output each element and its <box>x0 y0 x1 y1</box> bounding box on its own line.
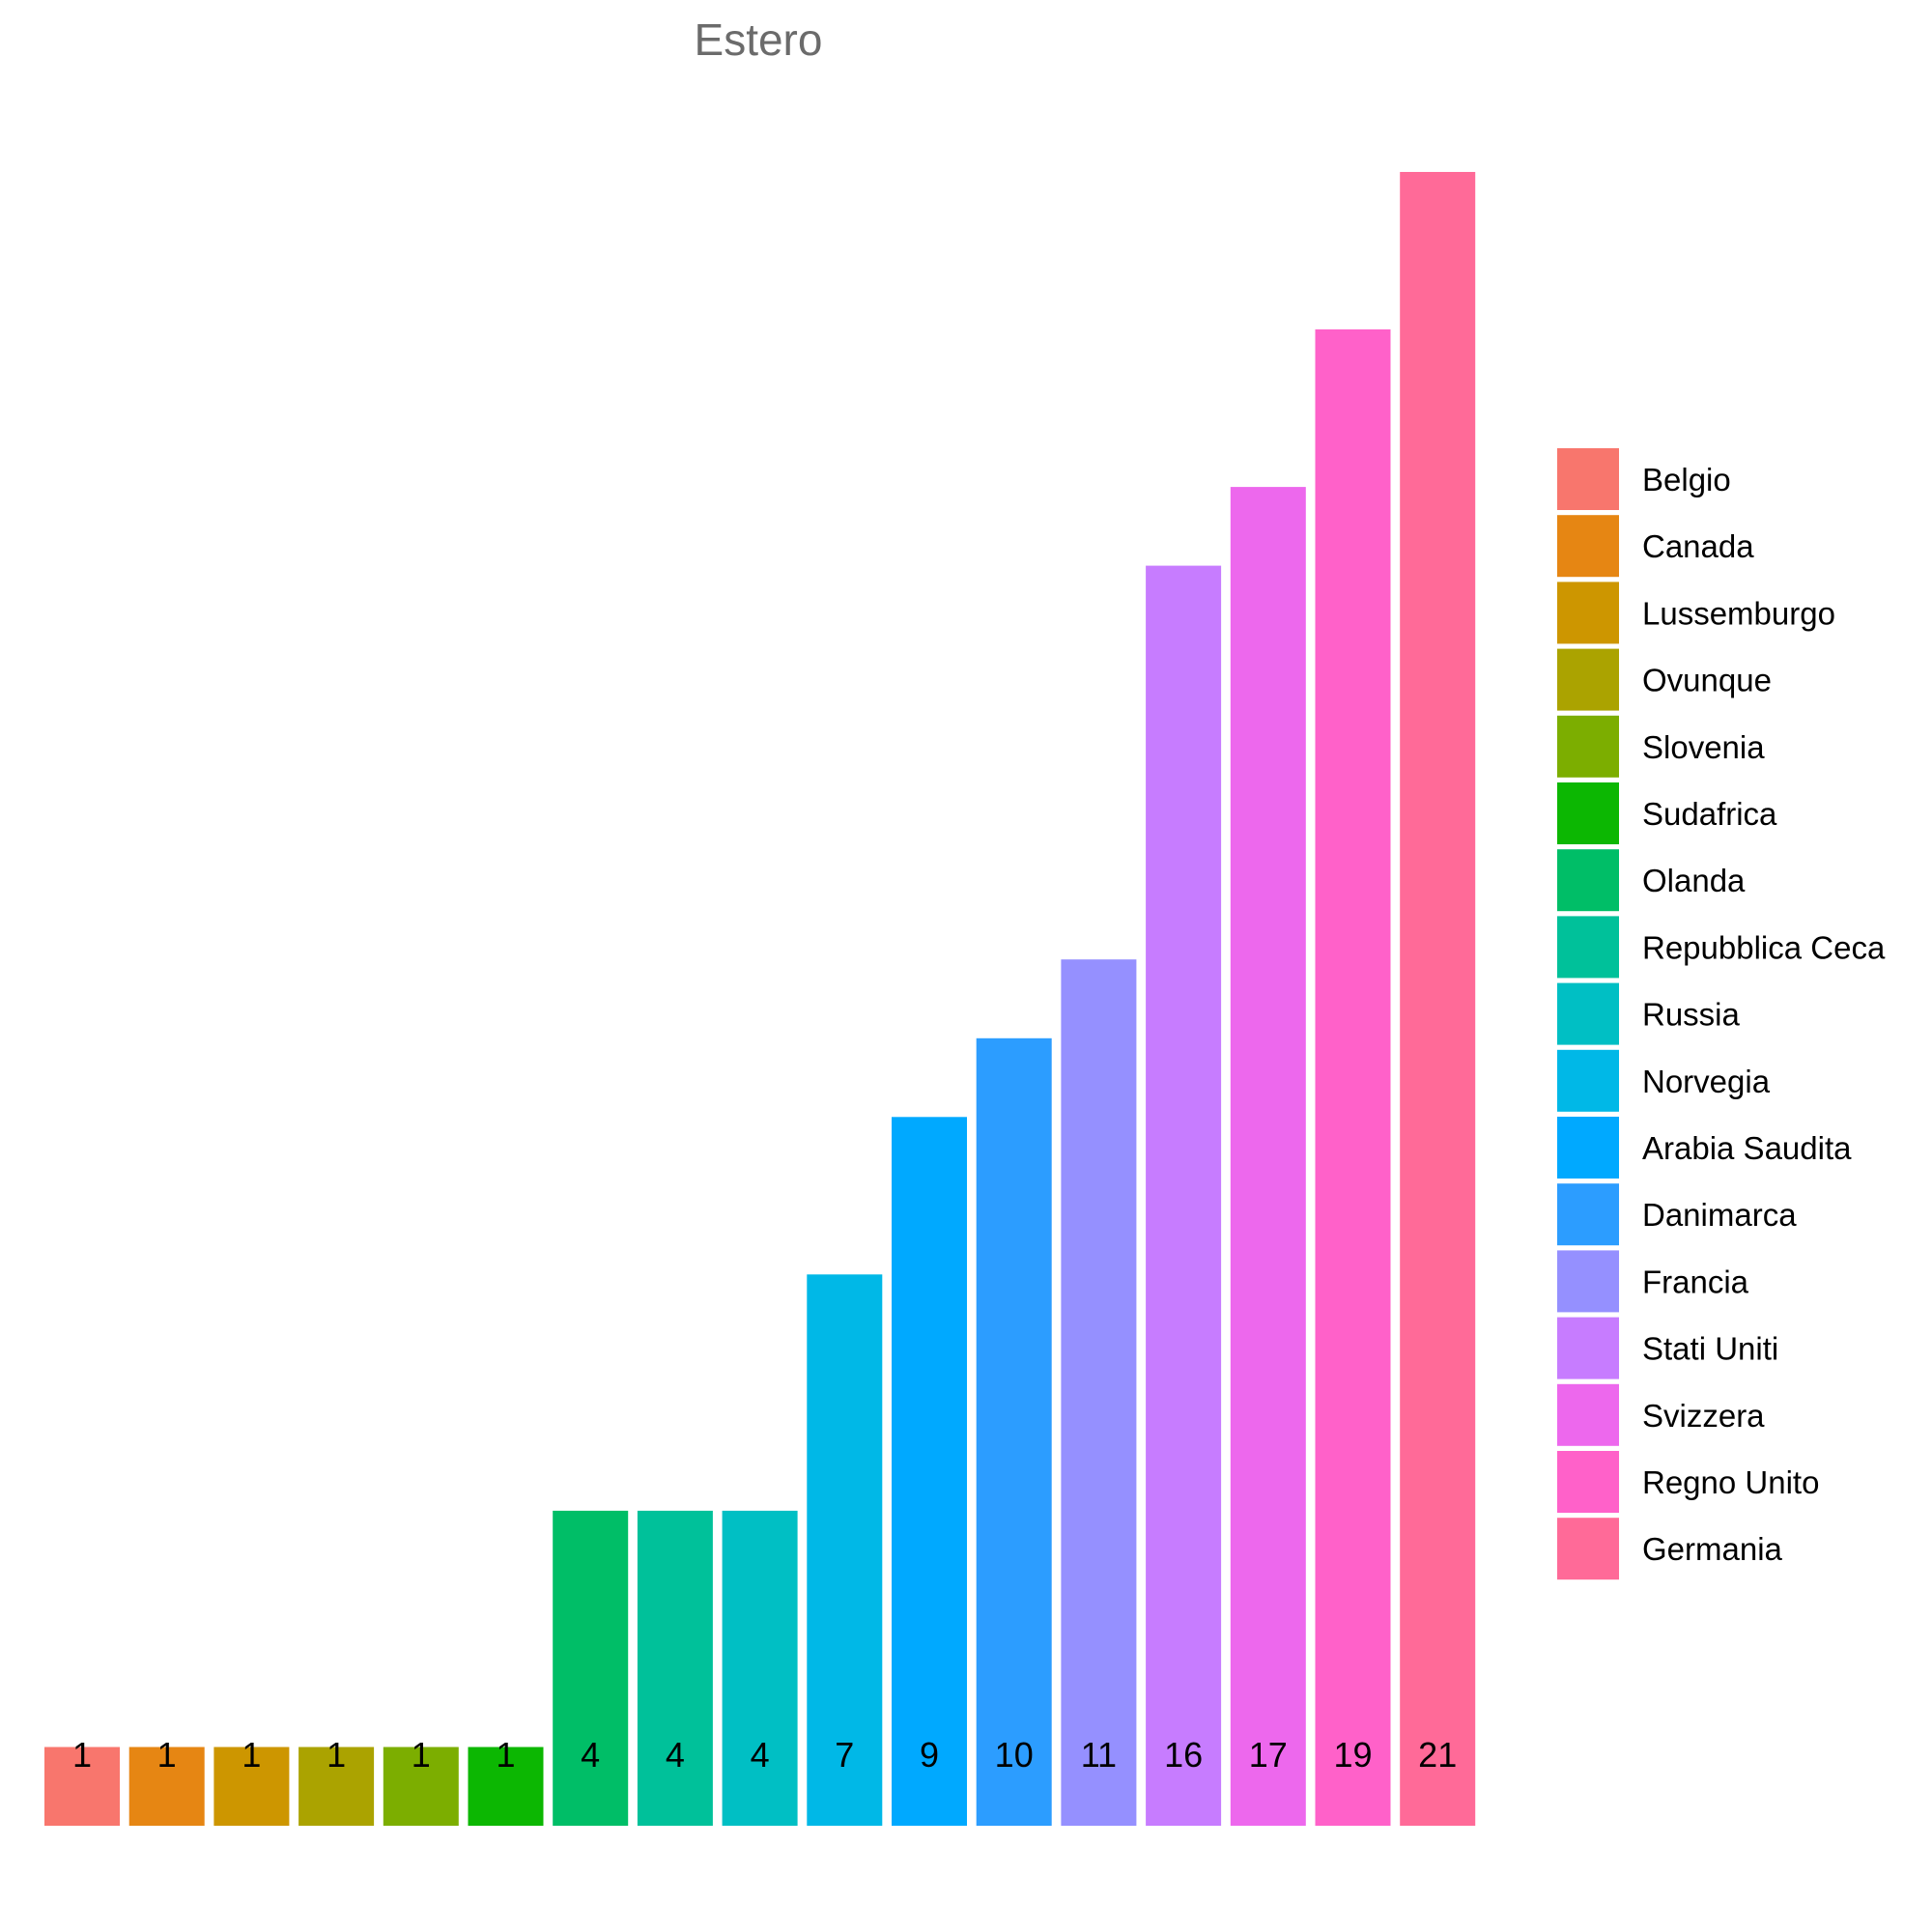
legend-label: Belgio <box>1642 462 1731 497</box>
legend-swatch <box>1557 1049 1619 1112</box>
legend-swatch <box>1557 582 1619 644</box>
bar-lussemburgo <box>213 1747 290 1826</box>
bar-francia <box>1061 959 1137 1826</box>
bar-stati-uniti <box>1146 565 1222 1826</box>
bar-slovenia <box>383 1747 459 1826</box>
legend-label: Olanda <box>1642 863 1746 898</box>
legend-swatch <box>1557 782 1619 844</box>
bar-value-label: 4 <box>751 1735 770 1775</box>
bar-value-label: 17 <box>1249 1735 1288 1775</box>
bar-value-label: 9 <box>920 1735 939 1775</box>
bar-arabia-saudita <box>892 1117 967 1826</box>
chart-title: Estero <box>694 14 823 65</box>
bar-labels-group: 1 1 1 1 1 1 4 4 4 7 9 10 11 16 17 19 21 <box>72 1735 1457 1775</box>
bar-value-label: 1 <box>496 1735 515 1775</box>
bar-sudafrica <box>468 1747 544 1826</box>
legend-swatch <box>1557 648 1619 711</box>
bar-value-label: 7 <box>835 1735 854 1775</box>
legend-label: Francia <box>1642 1264 1749 1299</box>
legend-swatch <box>1557 1383 1619 1446</box>
bar-value-label: 1 <box>157 1735 177 1775</box>
legend-swatch <box>1557 515 1619 578</box>
bar-russia <box>722 1510 798 1826</box>
legend-swatch <box>1557 849 1619 912</box>
bar-value-label: 1 <box>242 1735 261 1775</box>
bar-belgio <box>44 1747 120 1826</box>
bar-value-label: 1 <box>412 1735 431 1775</box>
legend-label: Slovenia <box>1642 729 1765 765</box>
legend-label: Stati Uniti <box>1642 1331 1778 1367</box>
legend: Belgio Canada Lussemburgo Ovunque Slovenia Su… <box>1557 448 1886 1580</box>
bar-germania <box>1400 172 1476 1826</box>
bar-svizzera <box>1230 487 1306 1827</box>
legend-swatch <box>1557 715 1619 778</box>
bar-value-label: 21 <box>1418 1735 1457 1775</box>
legend-label: Norvegia <box>1642 1064 1771 1099</box>
legend-label: Regno Unito <box>1642 1464 1819 1500</box>
bar-repubblica-ceca <box>637 1510 713 1826</box>
bar-danimarca <box>976 1037 1052 1826</box>
legend-label: Sudafrica <box>1642 796 1777 832</box>
bar-value-label: 11 <box>1081 1735 1117 1775</box>
legend-label: Arabia Saudita <box>1642 1130 1852 1166</box>
legend-label: Danimarca <box>1642 1197 1797 1233</box>
bar-value-label: 16 <box>1164 1735 1203 1775</box>
legend-swatch <box>1557 448 1619 510</box>
bar-value-label: 4 <box>666 1735 685 1775</box>
bar-olanda <box>553 1510 629 1826</box>
bar-norvegia <box>807 1274 883 1826</box>
legend-swatch <box>1557 916 1619 979</box>
bar-regno-unito <box>1315 329 1391 1826</box>
legend-swatch <box>1557 1250 1619 1313</box>
legend-swatch <box>1557 1117 1619 1179</box>
legend-swatch <box>1557 1518 1619 1580</box>
bar-value-label: 4 <box>581 1735 600 1775</box>
bars-group <box>44 172 1476 1827</box>
legend-label: Canada <box>1642 528 1754 564</box>
legend-swatch <box>1557 1317 1619 1379</box>
legend-label: Germania <box>1642 1531 1783 1567</box>
bar-value-label: 19 <box>1333 1735 1372 1775</box>
legend-label: Ovunque <box>1642 663 1772 698</box>
legend-label: Svizzera <box>1642 1398 1765 1434</box>
legend-label: Lussemburgo <box>1642 595 1835 631</box>
bar-value-label: 1 <box>72 1735 92 1775</box>
bar-value-label: 1 <box>327 1735 346 1775</box>
bar-ovunque <box>298 1747 375 1826</box>
legend-swatch <box>1557 982 1619 1045</box>
bar-value-label: 10 <box>995 1735 1034 1775</box>
legend-swatch <box>1557 1451 1619 1513</box>
legend-swatch <box>1557 1183 1619 1246</box>
legend-label: Russia <box>1642 997 1741 1033</box>
bar-canada <box>128 1747 205 1826</box>
legend-label: Repubblica Ceca <box>1642 929 1886 965</box>
